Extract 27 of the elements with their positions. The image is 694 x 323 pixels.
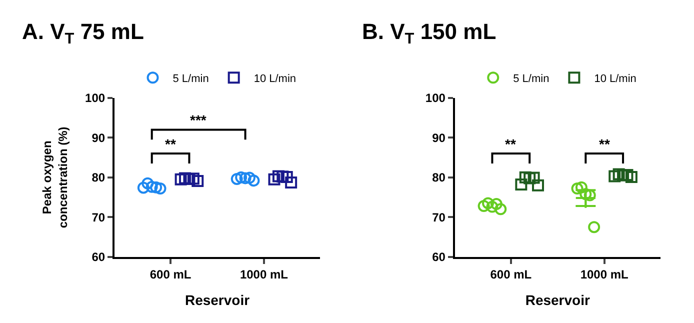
annotation: ***: [190, 112, 207, 128]
y-axis-title: Peak oxygen concentration (%): [40, 126, 70, 228]
chart-title: A. V$_{T}$ 75 mL: [22, 19, 144, 48]
x-tick-label: 600 mL: [490, 267, 532, 282]
y-tick-label: 70: [92, 210, 106, 224]
y-tick-label: 100: [85, 91, 106, 106]
y-tick-label: 60: [92, 250, 106, 264]
x-axis-title: Reservoir: [184, 292, 250, 308]
y-tick-label: 80: [432, 170, 446, 185]
x-axis-title: Reservoir: [525, 292, 590, 308]
y-tick-label: 90: [92, 130, 106, 145]
legend-label: 10 L/min: [254, 72, 296, 85]
y-tick-label: 60: [432, 250, 446, 264]
y-tick-label: 90: [432, 130, 446, 145]
y-tick-label: 70: [432, 210, 446, 224]
y-tick-label: 100: [425, 91, 446, 106]
x-tick-label: 1000 mL: [240, 267, 288, 282]
legend-label: 5 L/min: [513, 72, 550, 85]
chart-title: B. V$_{T}$ 150 mL: [362, 19, 496, 48]
annotation: **: [165, 136, 176, 152]
annotation: **: [599, 136, 610, 152]
y-tick-label: 80: [92, 170, 106, 185]
x-tick-label: 600 mL: [150, 267, 192, 282]
x-tick-label: 1000 mL: [580, 267, 628, 282]
annotation: **: [505, 136, 516, 152]
legend-label: 5 L/min: [172, 72, 209, 85]
legend-label: 10 L/min: [594, 72, 636, 85]
